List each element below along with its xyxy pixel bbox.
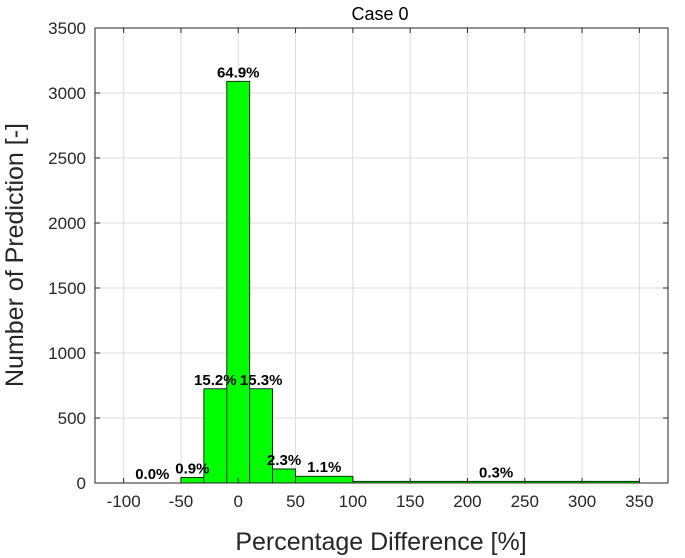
y-tick-label: 2500 [48, 149, 86, 168]
x-tick-label: 200 [453, 492, 481, 511]
bar-data-label: 2.3% [267, 452, 301, 469]
x-tick-label: 150 [396, 492, 424, 511]
bars [180, 80, 640, 484]
y-tick-label: 2000 [48, 214, 86, 233]
histogram-bar [272, 468, 296, 484]
bar-data-label: 0.9% [175, 460, 209, 477]
x-tick-label: 250 [511, 492, 539, 511]
bar-data-label: 1.1% [307, 459, 341, 476]
plot-frame [94, 27, 669, 484]
histogram-bar [295, 475, 354, 484]
y-tick-label: 1500 [48, 279, 86, 298]
y-tick-label: 500 [58, 409, 86, 428]
bar-data-label: 15.3% [240, 372, 283, 389]
histogram-bar [180, 477, 205, 484]
y-tick-label: 3000 [48, 84, 86, 103]
histogram-bar [226, 80, 251, 484]
x-tick-label: 350 [625, 492, 653, 511]
y-tick-label: 3500 [48, 19, 86, 38]
bar-data-label: 64.9% [217, 64, 260, 81]
x-tick-label: -100 [107, 492, 141, 511]
bar-data-label: 0.0% [135, 466, 169, 483]
y-tick-label: 0 [77, 474, 86, 493]
x-tick-label: 100 [339, 492, 367, 511]
axis-ticks: -100 -50 0 50 100 150 200 250 300 350050010001500… [48, 19, 668, 511]
y-tick-label: 1000 [48, 344, 86, 363]
x-tick-label: 300 [568, 492, 596, 511]
grid-lines [95, 27, 668, 484]
x-axis-title: Percentage Difference [%] [235, 528, 526, 556]
bar-data-label: 0.3% [479, 464, 513, 481]
x-tick-label: 50 [286, 492, 305, 511]
bar-data-label: 15.2% [194, 372, 237, 389]
x-tick-label: 0 [234, 492, 243, 511]
bar-labels: 0.0% 0.9% 15.2% 64.9% 15.3% 2.3% 1.1% 0.3% [135, 64, 513, 483]
x-tick-label: -50 [169, 492, 194, 511]
y-axis-title: Number of Prediction [-] [1, 123, 29, 387]
chart-title: Case 0 [351, 4, 408, 24]
